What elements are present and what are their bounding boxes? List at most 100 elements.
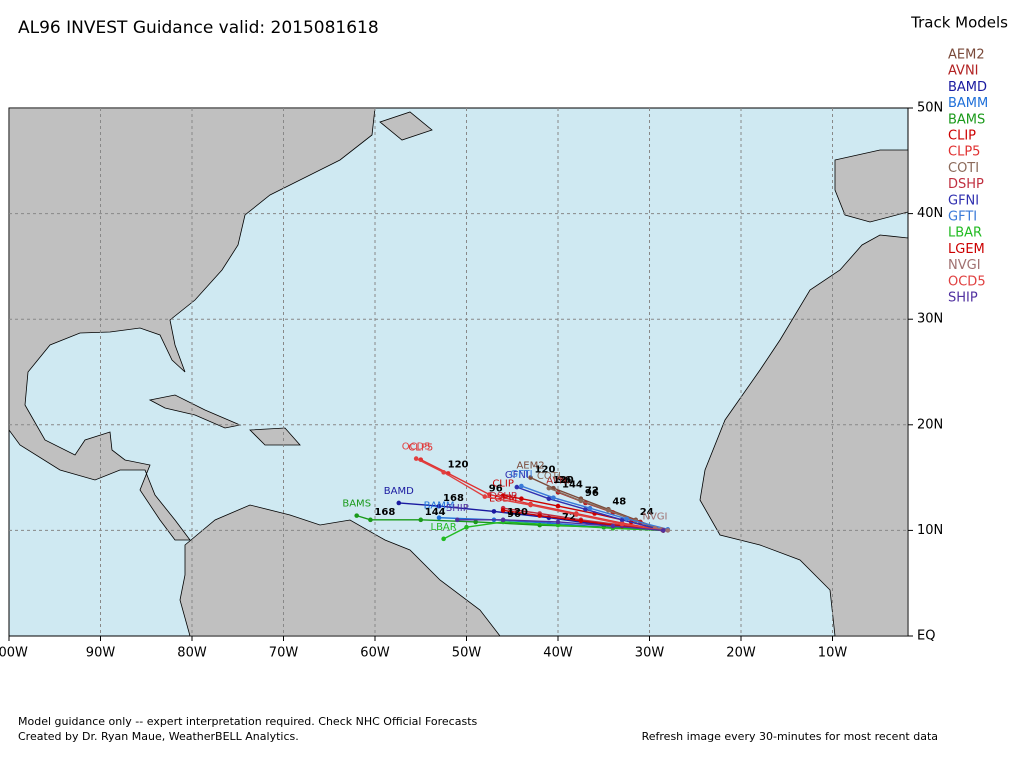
x-tick-label: 20W [726,646,756,661]
track-model-label: AEM2 [516,461,544,472]
track-model-label: LGEM [489,493,517,504]
newfoundland [379,111,433,141]
track-model-label: GFNI [505,470,529,481]
forecast-hour: 120 [507,507,528,518]
legend-entry: AVNI [948,64,979,79]
x-tick-label: 50W [452,646,482,661]
title: AL96 INVEST Guidance valid: 2015081618 [18,18,379,38]
track-point [487,492,492,497]
track-point [583,506,588,512]
forecast-hour: 72 [562,512,576,523]
track-point [482,494,488,499]
legend-entry: BAMD [948,80,987,95]
track-point [619,517,625,523]
x-tick-label: 40W [543,646,573,661]
track-point [606,508,611,513]
legend-entry: CLP5 [948,145,980,160]
track-point [578,518,584,524]
legend-entry: COTI [948,161,979,176]
legend-title: Track Models [910,14,1008,32]
track-point [528,475,533,480]
track-model-label: CLIP [492,479,514,490]
forecast-hour: 96 [489,484,503,495]
track-point [551,495,556,500]
track-model-label: GFTI [510,469,532,480]
track-point [519,496,524,502]
track-line [443,521,664,540]
track-point [665,528,671,533]
track-point [500,517,506,523]
legend-entry: BAMM [948,96,988,111]
track-point [441,470,446,475]
legend-entry: OCD5 [948,274,986,289]
x-tick-label: 80W [177,646,207,661]
track-point [555,522,561,528]
track-point [491,509,497,514]
track-model-label: SHIP [446,503,469,514]
forecast-hour: 120 [448,459,469,470]
footer-credit: Created by Dr. Ryan Maue, WeatherBELL An… [18,730,299,743]
forecast-hour: 120 [535,465,556,476]
track-model-label: DSHP [489,491,517,502]
legend-entry: LGEM [948,242,985,257]
forecast-hour: 144 [425,507,446,518]
iberia [834,149,908,223]
x-tick-label: 10W [818,646,848,661]
track-point [514,484,520,490]
forecast-hour: 168 [443,493,464,504]
legend-entry: CLIP [948,129,976,144]
track-point [546,485,552,491]
legend-entry: GFTI [948,210,977,225]
y-tick-label: EQ [917,629,935,644]
y-tick-label: 50N [917,101,943,116]
track-point [418,517,424,523]
track-point [528,502,533,508]
track-point [578,498,584,504]
x-tick-label: 30W [635,646,665,661]
track-model-label: COTI [537,471,561,482]
y-tick-label: 40N [917,206,943,221]
africa [699,234,908,636]
forecast-hour: 72 [585,486,599,497]
track-model-label: BAMS [342,499,371,510]
forecast-hour: 48 [612,496,626,507]
track-point [587,505,593,511]
map [8,107,909,637]
forecast-hour: 96 [507,509,521,520]
forecast-hour: 144 [562,479,583,490]
track-model-label: NVGI [642,511,667,522]
track-point [441,536,446,542]
track-model-label: LBAR [431,522,457,533]
track-point [413,456,419,461]
track-point [619,521,625,527]
track-point [624,516,629,522]
track-model-label: OCD5 [402,442,431,453]
forecast-hour: 120 [553,475,574,486]
legend-entry: GFNI [948,193,979,208]
track-point [368,517,373,523]
x-tick-label: 60W [360,646,390,661]
forecast-hour: 96 [585,488,599,499]
track-point [610,523,616,529]
y-tick-label: 20N [917,417,943,432]
track-point [660,528,666,533]
legend-entry: NVGI [948,258,981,273]
legend-entry: LBAR [948,226,982,241]
track-point [537,513,543,518]
track-model-label: BAMD [384,486,414,497]
footer-refresh: Refresh image every 30-minutes for most … [642,730,938,743]
track-point [464,524,469,530]
track-point [555,503,561,509]
track-model-label: CLP5 [408,443,433,454]
track-point [455,517,460,523]
track-model-label: AVNI [546,475,569,486]
track-point [555,519,561,525]
track-point [354,513,360,518]
forecast-hour: 168 [374,507,395,518]
x-tick-label: 70W [269,646,299,661]
track-point [500,508,506,513]
legend-entry: AEM2 [948,48,985,63]
x-tick-label: 90W [86,646,116,661]
y-tick-label: 30N [917,312,943,327]
